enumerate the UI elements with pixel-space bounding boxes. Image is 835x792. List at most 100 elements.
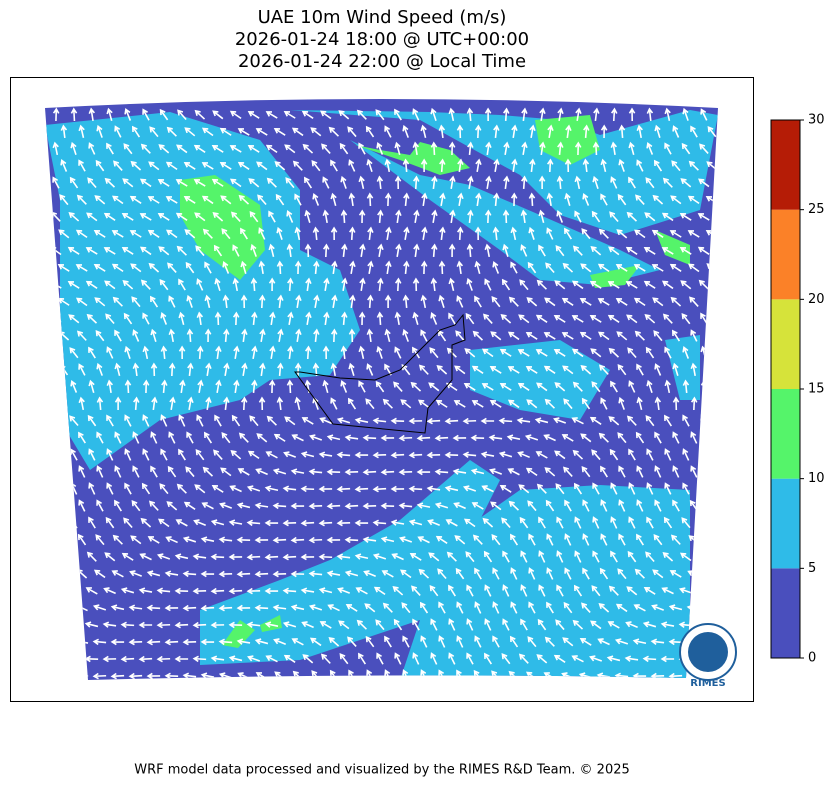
wind-arrow [131, 499, 141, 512]
wind-arrow [589, 655, 603, 662]
wind-arrow [140, 517, 152, 528]
wind-arrow [561, 297, 574, 306]
wind-arrow [185, 466, 195, 478]
wind-arrow [481, 348, 494, 358]
wind-arrow [697, 246, 710, 256]
wind-arrow [420, 124, 427, 139]
wind-arrow [617, 193, 627, 206]
wind-arrow [78, 124, 85, 139]
wind-arrow [420, 158, 428, 173]
wind-arrow [301, 621, 314, 629]
wind-arrow [628, 176, 636, 189]
wind-arrow [483, 550, 493, 563]
wind-arrow [258, 294, 266, 309]
wind-arrow [182, 672, 197, 680]
wind-arrow [320, 653, 331, 664]
wind-arrow [103, 587, 116, 595]
wind-arrow [408, 519, 423, 526]
wind-arrow [347, 636, 357, 647]
wind-arrow [643, 247, 656, 255]
wind-arrow [484, 278, 492, 291]
wind-arrow [348, 192, 356, 207]
wind-arrow [672, 396, 680, 411]
wind-arrow [501, 278, 511, 291]
wind-arrow [579, 331, 592, 340]
wind-arrow [193, 144, 206, 153]
wind-arrow [492, 226, 500, 241]
wind-arrow [437, 568, 447, 580]
wind-arrow [426, 417, 441, 425]
wind-arrow [70, 141, 77, 155]
wind-arrow [321, 143, 331, 154]
wind-arrow [682, 379, 690, 394]
wind-arrow [282, 553, 297, 561]
colorbar: 0 5 10 15 20 25 30 [770, 113, 825, 666]
wind-arrow [661, 247, 674, 255]
wind-arrow [384, 125, 392, 138]
wind-arrow [338, 620, 350, 630]
wind-arrow [625, 246, 638, 255]
wind-arrow [528, 192, 536, 207]
wind-arrow [581, 602, 591, 613]
wind-arrow [88, 346, 96, 359]
wind-arrow [328, 636, 340, 647]
speed-band [290, 110, 718, 235]
wind-arrow [95, 329, 105, 342]
wind-arrow [480, 451, 495, 458]
wind-arrow [328, 126, 340, 137]
wind-arrow [375, 109, 385, 121]
wind-arrow [652, 569, 664, 579]
colorbar-tick-label: 20 [808, 292, 825, 307]
wind-arrow [120, 655, 135, 663]
wind-arrow [142, 312, 150, 325]
wind-arrow [286, 379, 294, 394]
wind-arrow [304, 243, 312, 258]
wind-arrow [178, 278, 186, 291]
wind-arrow [438, 124, 446, 139]
wind-arrow [354, 519, 369, 527]
wind-arrow [327, 604, 340, 612]
wind-arrow [158, 144, 170, 154]
wind-arrow [318, 485, 333, 493]
wind-arrow [574, 210, 582, 223]
wind-arrow [250, 277, 258, 292]
wind-arrow [192, 621, 207, 629]
wind-arrow [600, 533, 608, 546]
wind-arrow [527, 500, 537, 512]
wind-arrow [489, 366, 502, 374]
wind-arrow [466, 652, 474, 665]
wind-arrow [511, 124, 518, 139]
wind-arrow [272, 502, 287, 510]
wind-arrow [78, 396, 85, 411]
wind-arrow [502, 618, 510, 631]
wind-arrow [114, 431, 122, 444]
wind-arrow [707, 125, 717, 138]
wind-arrow [194, 484, 206, 494]
wind-arrow [412, 141, 420, 156]
wind-arrow [380, 434, 395, 442]
wind-arrow [444, 417, 459, 425]
wind-arrow [286, 243, 294, 258]
wind-arrow [500, 313, 512, 324]
wind-arrow [218, 570, 233, 578]
wind-arrow [241, 328, 248, 343]
wind-arrow [571, 315, 584, 323]
wind-arrow [169, 396, 176, 411]
wind-arrow [185, 261, 195, 274]
wind-arrow [300, 553, 315, 561]
wind-arrow [175, 212, 188, 222]
wind-arrow [211, 178, 224, 187]
wind-arrow [147, 229, 160, 238]
logo-text: RIMES [690, 678, 725, 689]
wind-arrow [309, 637, 322, 647]
wind-arrow [192, 553, 207, 560]
wind-arrow [130, 535, 142, 545]
wind-arrow [579, 638, 592, 646]
wind-arrow [131, 125, 141, 138]
wind-arrow [520, 618, 528, 631]
wind-arrow [187, 362, 194, 377]
wind-arrow [528, 567, 536, 580]
wind-arrow [456, 260, 464, 275]
wind-arrow [356, 619, 367, 630]
wind-arrow [589, 280, 602, 289]
